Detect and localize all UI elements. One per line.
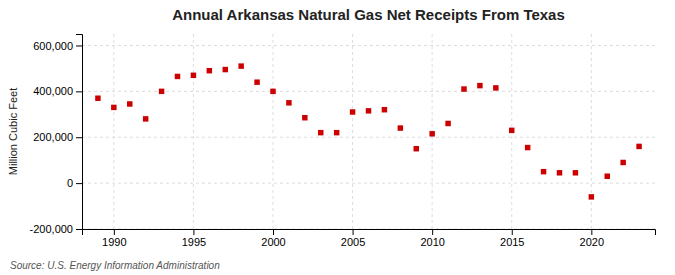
grid-line <box>82 91 655 92</box>
tick-label: 200,000 <box>33 131 73 143</box>
point <box>493 85 498 90</box>
point <box>318 130 323 135</box>
points <box>95 63 642 199</box>
point <box>429 131 434 136</box>
point <box>477 83 482 88</box>
point <box>573 170 578 175</box>
point <box>254 79 259 84</box>
tick-label: 2000 <box>261 236 285 248</box>
tick: 400,000 <box>33 85 82 97</box>
tick: 2005 <box>341 229 365 248</box>
tick: 1995 <box>182 229 206 248</box>
grid-line <box>82 137 655 138</box>
tick-mark <box>512 229 513 235</box>
point <box>541 169 546 174</box>
point <box>398 125 403 130</box>
tick: 2020 <box>580 229 604 248</box>
tick-label: 2005 <box>341 236 365 248</box>
axis-line <box>76 35 83 230</box>
grid-line <box>273 34 274 229</box>
tick-mark <box>76 137 82 138</box>
axis-line <box>83 230 656 236</box>
point <box>620 160 625 165</box>
tick-mark <box>193 229 194 235</box>
point <box>366 108 371 113</box>
y-axis: -200,000 0 200,000 400,000 600,000 <box>30 35 83 236</box>
title: Annual Arkansas Natural Gas Net Receipts… <box>172 6 565 23</box>
point <box>143 116 148 121</box>
tick-label: 1990 <box>102 236 126 248</box>
point <box>525 145 530 150</box>
point <box>461 86 466 91</box>
point <box>605 173 610 178</box>
point <box>238 63 243 68</box>
tick: 2010 <box>420 229 444 248</box>
point <box>175 74 180 79</box>
tick: 0 <box>67 177 82 189</box>
point <box>270 89 275 94</box>
tick-mark <box>76 91 82 92</box>
point <box>350 109 355 114</box>
tick-mark <box>114 229 115 235</box>
tick-label: 1995 <box>182 236 206 248</box>
point <box>445 121 450 126</box>
chart: 1990 1995 2000 2005 2010 2015 2020 -200,000 0 200… <box>0 0 675 275</box>
tick-mark <box>76 45 82 46</box>
grid-line <box>591 34 592 229</box>
tick-mark <box>591 229 592 235</box>
plot-area: 1990 1995 2000 2005 2010 2015 2020 -200,000 0 200… <box>30 34 656 248</box>
point <box>557 170 562 175</box>
grid-line <box>82 183 655 184</box>
point <box>191 73 196 78</box>
tick-label: 2010 <box>420 236 444 248</box>
grid-line <box>113 34 114 229</box>
tick-mark <box>353 229 354 235</box>
tick-label: -200,000 <box>30 223 73 235</box>
source: Source: U.S. Energy Information Administ… <box>10 260 220 271</box>
point <box>95 95 100 100</box>
tick-mark <box>76 183 82 184</box>
tick: 600,000 <box>33 39 82 51</box>
tick: -200,000 <box>30 223 82 235</box>
tick-mark <box>76 229 82 230</box>
y-axis-label: Million Cubic Feet <box>7 88 19 175</box>
grid <box>82 34 655 229</box>
grid-line <box>352 34 353 229</box>
tick-label: 0 <box>67 177 73 189</box>
point <box>302 115 307 120</box>
point <box>334 130 339 135</box>
tick-label: 2020 <box>580 236 604 248</box>
tick: 2015 <box>500 229 524 248</box>
point <box>589 194 594 199</box>
grid-line <box>82 45 655 46</box>
tick-label: 400,000 <box>33 85 73 97</box>
point <box>286 100 291 105</box>
point <box>509 128 514 133</box>
tick-label: 600,000 <box>33 39 73 51</box>
tick: 200,000 <box>33 131 82 143</box>
point <box>636 144 641 149</box>
point <box>127 101 132 106</box>
point <box>159 89 164 94</box>
tick: 2000 <box>261 229 285 248</box>
x-axis: 1990 1995 2000 2005 2010 2015 2020 <box>83 229 656 248</box>
point <box>111 105 116 110</box>
grid-line <box>193 34 194 229</box>
tick: 1990 <box>102 229 126 248</box>
point <box>414 146 419 151</box>
point <box>207 68 212 73</box>
tick-mark <box>273 229 274 235</box>
tick-mark <box>432 229 433 235</box>
point <box>223 67 228 72</box>
point <box>382 107 387 112</box>
tick-label: 2015 <box>500 236 524 248</box>
